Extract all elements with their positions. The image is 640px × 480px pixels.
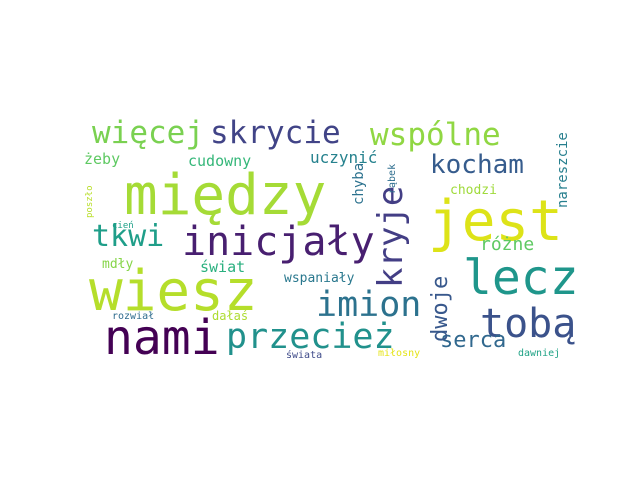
word-uczynic: uczynić xyxy=(310,148,378,167)
word-imion: imion xyxy=(316,285,422,325)
word-wiesz: wiesz xyxy=(89,259,258,324)
word-rozne: różne xyxy=(480,234,535,255)
word-swiat: świat xyxy=(200,258,246,276)
word-skrycie: skrycie xyxy=(210,115,341,151)
word-milosny: miłosny xyxy=(378,348,421,359)
word-cloud: między wiesz jest lecz nami inicjały prz… xyxy=(82,115,579,368)
word-toba: tobą xyxy=(480,301,577,347)
word-chodzi: chodzi xyxy=(450,183,497,198)
word-dalas: dałaś xyxy=(212,309,249,323)
word-cudowny: cudowny xyxy=(188,152,252,170)
word-jest: jest xyxy=(428,189,563,254)
word-inicjaly: inicjały xyxy=(182,219,375,265)
word-wiecej: więcej xyxy=(92,115,204,151)
word-chyba: chyba xyxy=(351,162,367,205)
word-mdly: mdły xyxy=(102,257,134,272)
word-przeciez: przecież xyxy=(226,317,395,357)
word-miedzy: między xyxy=(124,163,327,228)
word-wspanialy: wspaniały xyxy=(284,271,355,286)
word-kocham: kocham xyxy=(430,150,524,180)
word-wspolne: wspólne xyxy=(370,117,501,153)
word-kryje: kryje xyxy=(371,185,411,288)
word-dwoje: dwoje xyxy=(428,275,453,342)
word-serca: serca xyxy=(440,328,507,353)
word-nami: nami xyxy=(104,310,220,366)
word-rozwial: rozwiał xyxy=(112,311,155,322)
word-swiata: świata xyxy=(286,350,323,361)
word-cien: cień xyxy=(112,221,134,231)
word-poszlo: poszło xyxy=(85,185,95,218)
word-zeby: żeby xyxy=(84,150,121,168)
word-dawniej: dawniej xyxy=(518,348,561,359)
word-lecz: lecz xyxy=(463,250,579,306)
word-rabek: rąbek xyxy=(387,163,398,194)
word-tkwi: tkwi xyxy=(92,219,165,254)
word-nareszcie: nareszcie xyxy=(555,132,571,208)
